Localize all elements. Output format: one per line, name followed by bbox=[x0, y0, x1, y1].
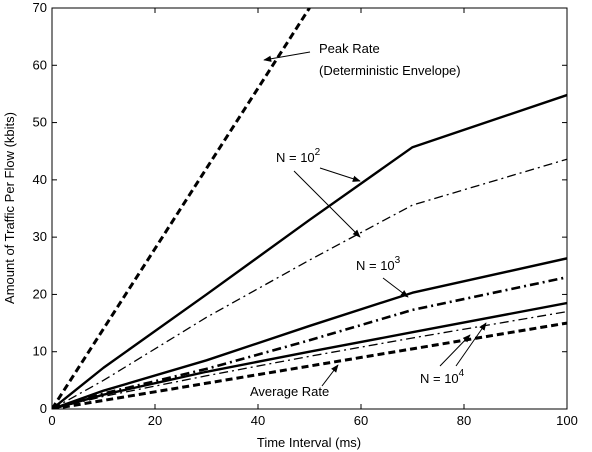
y-tick-label: 70 bbox=[33, 0, 47, 15]
x-tick-label: 20 bbox=[148, 413, 162, 428]
annotation-peak-rate-line1: Peak Rate bbox=[319, 41, 380, 56]
y-axis-label: Amount of Traffic Per Flow (kbits) bbox=[2, 112, 17, 304]
series-line-n10000-solid bbox=[52, 301, 567, 409]
series-line-n10000-dashdot bbox=[52, 310, 567, 409]
annotation-n100: N = 102 bbox=[276, 147, 361, 238]
x-axis-label: Time Interval (ms) bbox=[257, 435, 361, 450]
y-tick-label: 60 bbox=[33, 57, 47, 72]
annotation-n10000: N = 104 bbox=[420, 322, 487, 386]
annotation-n100-arrow-1 bbox=[319, 167, 361, 182]
y-tick-label: 0 bbox=[40, 401, 47, 416]
series-group bbox=[52, 8, 567, 409]
annotation-peak-rate-line2: (Deterministic Envelope) bbox=[319, 63, 461, 78]
annotation-n10000-arrow-1 bbox=[455, 322, 487, 367]
annotation-average-rate-arrow bbox=[321, 364, 339, 387]
annotation-n10000-arrow-2 bbox=[439, 334, 471, 367]
annotation-n1000-label: N = 103 bbox=[356, 255, 401, 273]
annotation-peak-rate: Peak Rate (Deterministic Envelope) bbox=[263, 41, 461, 78]
x-tick-label: 60 bbox=[354, 413, 368, 428]
annotation-average-rate: Average Rate bbox=[250, 364, 339, 399]
series-line-n100-dashdot bbox=[52, 158, 567, 409]
x-tick-label: 0 bbox=[48, 413, 55, 428]
series-line-peak-rate bbox=[52, 8, 311, 409]
x-tick-label: 100 bbox=[556, 413, 578, 428]
annotation-average-rate-label: Average Rate bbox=[250, 384, 329, 399]
annotation-n1000-arrow bbox=[382, 277, 409, 298]
y-tick-label: 50 bbox=[33, 115, 47, 130]
annotation-n10000-label: N = 104 bbox=[420, 368, 465, 386]
series-line-average-rate bbox=[52, 321, 567, 409]
annotation-peak-rate-arrow bbox=[263, 51, 311, 62]
y-tick-label: 20 bbox=[33, 286, 47, 301]
series-line-n1000-solid bbox=[52, 257, 567, 409]
annotation-n100-arrow-2 bbox=[293, 170, 361, 238]
series-line-n100-solid bbox=[52, 93, 567, 409]
x-axis-ticks: 0 20 40 60 80 100 bbox=[48, 8, 578, 428]
y-tick-label: 30 bbox=[33, 229, 47, 244]
y-tick-label: 10 bbox=[33, 344, 47, 359]
y-tick-label: 40 bbox=[33, 172, 47, 187]
x-tick-label: 40 bbox=[251, 413, 265, 428]
x-tick-label: 80 bbox=[457, 413, 471, 428]
annotation-n1000: N = 103 bbox=[356, 255, 409, 298]
annotation-n100-label: N = 102 bbox=[276, 147, 321, 165]
